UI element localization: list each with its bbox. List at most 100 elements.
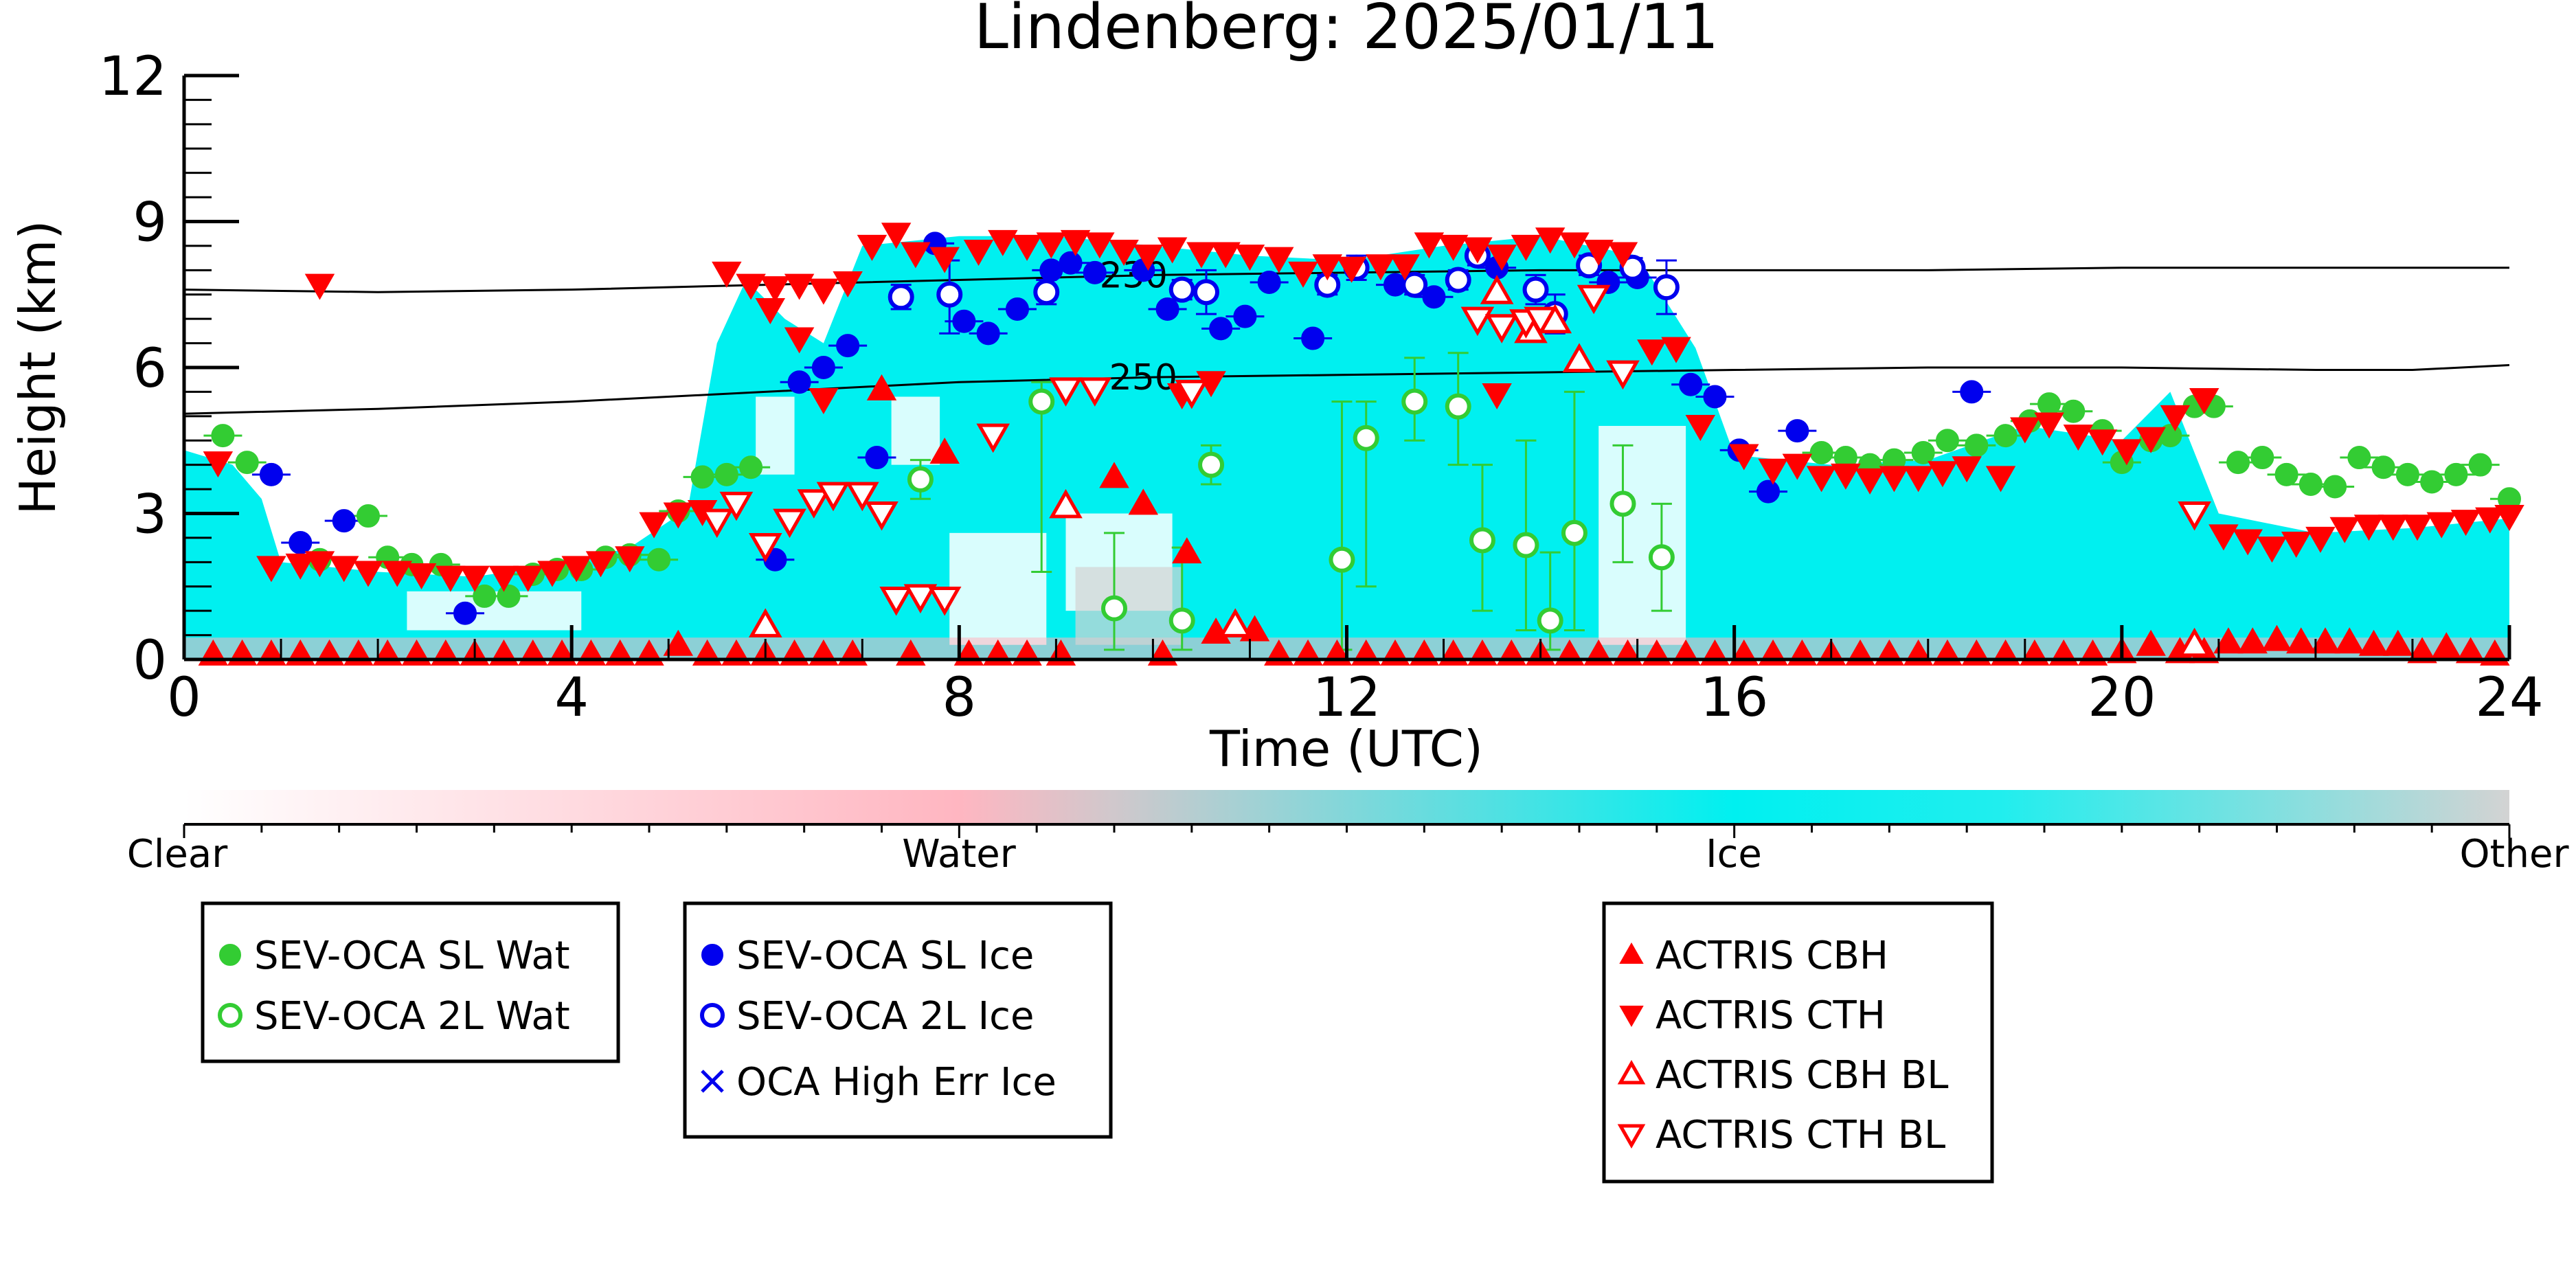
sev-oca-sl-ice-point xyxy=(1257,271,1281,295)
actris-cth-point xyxy=(1482,383,1512,409)
actris-cth-point xyxy=(328,556,359,583)
actris-cth-point xyxy=(784,273,815,300)
sev-oca-sl-wat-point xyxy=(2420,470,2444,494)
actris-cth-point xyxy=(1952,456,1982,483)
actris-cbh-bl-legend-marker xyxy=(1617,1059,1646,1085)
colorbar-label-clear: Clear xyxy=(127,832,228,877)
actris-cth-point xyxy=(353,561,383,587)
sev-oca-sl-ice-point xyxy=(1756,479,1781,504)
sev-oca-2l-ice-point xyxy=(1619,254,1646,281)
actris-cbh-point xyxy=(2136,629,2166,656)
sev-oca-sl-wat-point xyxy=(647,547,671,572)
actris-cbh-point xyxy=(663,629,694,656)
actris-cbh-point xyxy=(2407,637,2437,664)
colorbar xyxy=(184,790,2509,824)
actris-cth-point xyxy=(1535,227,1566,254)
sev-oca-sl-wat-point xyxy=(690,465,714,489)
colorbar-label-other: Other xyxy=(2459,832,2569,877)
sev-oca-2l-wat-point xyxy=(1198,451,1225,478)
y-tick-label: 9 xyxy=(133,192,167,254)
actris-cth-bl-point xyxy=(748,533,782,563)
actris-cth-point xyxy=(1234,245,1265,271)
sev-oca-sl-ice-legend-marker xyxy=(701,944,723,966)
sev-oca-2l-ice-point xyxy=(1522,276,1549,303)
actris-cbh-point xyxy=(2261,624,2292,651)
actris-cth-point xyxy=(857,234,888,261)
sev-oca-sl-wat-point xyxy=(2298,473,2323,496)
sev-oca-sl-wat-point xyxy=(2347,446,2371,470)
oca-high-err-ice-legend-marker xyxy=(701,1070,724,1093)
actris-cth-bl-point xyxy=(1460,306,1495,337)
legend-box-actris xyxy=(1602,901,1994,1184)
actris-cth-bl-point xyxy=(903,584,938,613)
sev-oca-2l-ice-point xyxy=(888,284,914,310)
sev-oca-sl-ice-point xyxy=(453,601,477,625)
sev-oca-sl-ice-point xyxy=(811,356,835,379)
x-tick-label: 12 xyxy=(1313,667,1381,729)
actris-cth-point xyxy=(784,327,815,354)
actris-cth-point xyxy=(1133,245,1164,271)
sev-oca-sl-wat-legend-label: SEV-OCA SL Wat xyxy=(254,934,570,978)
actris-cth-bl-point xyxy=(976,423,1010,453)
actris-cth-point xyxy=(712,261,742,288)
clear-gap xyxy=(891,396,940,465)
actris-cth-point xyxy=(2136,427,2166,453)
sev-oca-sl-wat-point xyxy=(2061,399,2086,423)
actris-cth-legend-marker xyxy=(1619,1006,1644,1028)
actris-cth-point xyxy=(2353,515,2384,541)
actris-cbh-point xyxy=(2213,627,2244,654)
actris-cth-point xyxy=(1758,458,1788,485)
sev-oca-sl-ice-point xyxy=(1039,258,1063,282)
y-tick-label: 0 xyxy=(133,630,167,692)
actris-cth-point xyxy=(1559,232,1590,259)
actris-cth-point xyxy=(1366,254,1396,281)
actris-cth-point xyxy=(2281,532,2312,558)
actris-cth-point xyxy=(929,247,960,273)
sev-oca-sl-wat-point xyxy=(1809,440,1833,464)
actris-cbh-bl-point xyxy=(1480,275,1514,304)
actris-cth-point xyxy=(2063,425,2094,451)
sev-oca-2l-wat-point xyxy=(1469,527,1495,554)
actris-cth-point xyxy=(585,551,616,578)
clear-gap xyxy=(949,532,1047,645)
actris-cth-point xyxy=(736,273,766,300)
other-region xyxy=(1075,567,1182,645)
actris-cth-point xyxy=(2378,515,2408,541)
actris-cth-point xyxy=(1782,453,1813,480)
actris-cth-point xyxy=(2160,405,2191,431)
sev-oca-2l-ice-point xyxy=(1576,252,1603,279)
sev-oca-2l-wat-point xyxy=(1168,607,1195,634)
sev-oca-2l-ice-point xyxy=(1193,279,1219,306)
actris-cth-point xyxy=(2426,512,2456,539)
actris-cth-point xyxy=(488,565,519,592)
actris-cth-point xyxy=(1685,415,1716,442)
actris-cth-point xyxy=(304,551,335,578)
actris-cth-point xyxy=(2329,517,2360,543)
clear-gap xyxy=(1598,426,1686,645)
sev-oca-sl-wat-point xyxy=(2395,462,2419,486)
sev-oca-2l-wat-point xyxy=(1401,388,1428,415)
actris-cth-point xyxy=(1414,232,1445,259)
actris-cth-point xyxy=(833,271,863,298)
sev-oca-2l-wat-point xyxy=(907,466,934,493)
sev-oca-sl-wat-point xyxy=(2444,462,2468,486)
oca-high-err-ice-legend-label: OCA High Err Ice xyxy=(736,1060,1057,1105)
sev-oca-sl-wat-point xyxy=(2274,462,2298,486)
sev-oca-sl-ice-point xyxy=(259,462,283,486)
actris-cth-point xyxy=(1085,232,1115,259)
actris-cth-bl-point xyxy=(773,508,806,539)
actris-cth-point xyxy=(615,546,645,573)
legend-box-water xyxy=(201,901,620,1063)
actris-cth-bl-point xyxy=(879,586,913,616)
legend-box-ice xyxy=(683,901,1113,1139)
actris-cth-point xyxy=(809,388,839,415)
actris-cth-point xyxy=(1210,242,1241,269)
sev-oca-sl-ice-point xyxy=(1209,317,1233,341)
actris-cth-bl-point xyxy=(1484,314,1519,343)
series-markers xyxy=(198,223,2524,666)
actris-cth-bl-point xyxy=(845,482,879,512)
actris-cbh-point xyxy=(2286,627,2316,654)
actris-cth-bl-point xyxy=(1524,306,1557,337)
sev-oca-2l-ice-point xyxy=(1445,267,1471,293)
